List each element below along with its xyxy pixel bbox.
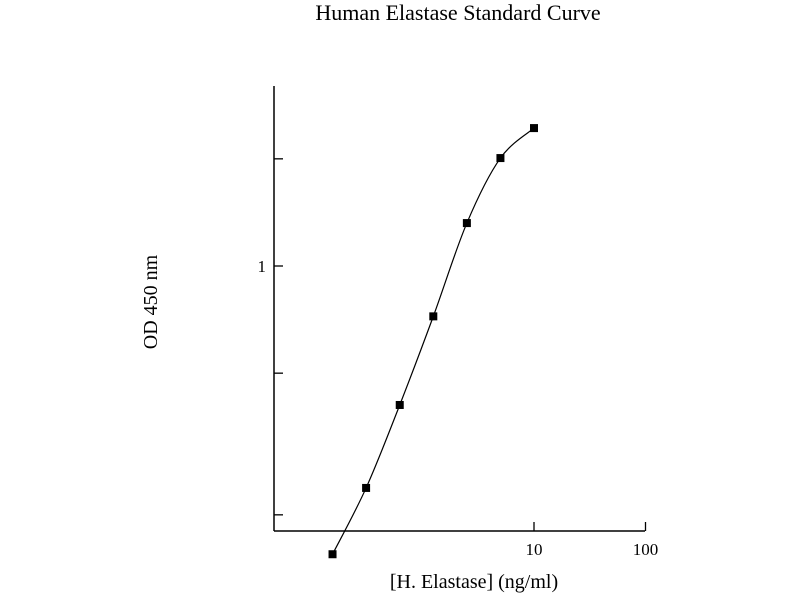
x-tick-label: 10 — [526, 540, 543, 559]
ticks: 10 100 1 — [258, 158, 659, 559]
data-point — [362, 483, 371, 492]
x-axis-label: [H. Elastase] (ng/ml) — [390, 571, 558, 593]
y-tick-label: 1 — [258, 257, 267, 276]
data-point — [395, 400, 404, 409]
y-axis-label: OD 450 nm — [140, 254, 162, 349]
data-point — [496, 154, 505, 163]
data-point — [429, 312, 438, 321]
x-tick-label: 100 — [633, 540, 659, 559]
data-points — [328, 124, 538, 559]
axes — [273, 86, 645, 532]
data-point — [530, 124, 538, 133]
data-point — [462, 219, 471, 228]
data-point — [328, 550, 337, 559]
chart-title: Human Elastase Standard Curve — [315, 0, 601, 25]
